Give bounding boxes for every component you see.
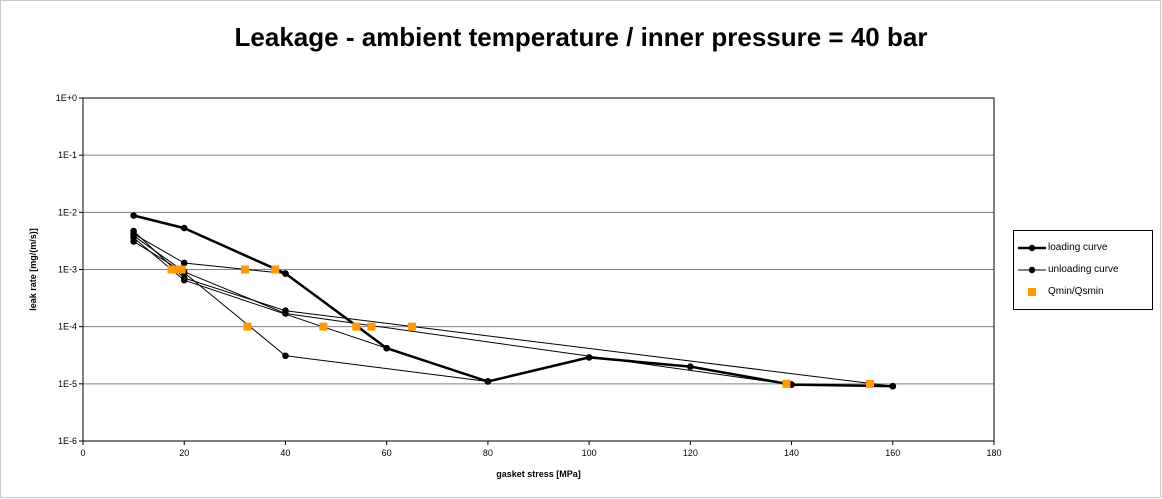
loading-curve-line <box>133 214 893 388</box>
y-tick-label: 1E-5 <box>58 379 77 389</box>
x-axis-title: gasket stress [MPa] <box>496 469 581 479</box>
axes: 1E-6 1E-5 1E-4 1E-3 1E-2 1E-1 1E+0 0 20 40 60 80 100… <box>56 93 1002 458</box>
loading-curve-point <box>484 378 492 385</box>
x-tick-label: 20 <box>179 448 189 458</box>
legend-swatch-unloading <box>1018 266 1046 274</box>
legend-label-qmin: Qmin/Qsmin <box>1048 286 1104 297</box>
legend: loading curve unloading curve Qmin/Qsmin <box>1013 230 1153 310</box>
qmin-point <box>243 322 252 331</box>
qmin-point <box>319 322 328 331</box>
legend-label-loading: loading curve <box>1048 242 1108 253</box>
legend-item-qmin: Qmin/Qsmin <box>1014 285 1154 299</box>
unloading-curve-line <box>133 240 488 382</box>
loading-curve-point <box>282 270 289 277</box>
qmin-point <box>352 322 361 331</box>
x-tick-label: 160 <box>885 448 900 458</box>
x-tick-label: 180 <box>986 448 1001 458</box>
qmin-point <box>271 265 280 274</box>
chart-title: Leakage - ambient temperature / inner pr… <box>234 22 928 52</box>
y-tick-label: 1E-1 <box>58 150 77 160</box>
grid-lines <box>83 154 994 385</box>
unloading-curve-line <box>133 235 792 386</box>
loading-curve-point <box>130 212 137 219</box>
series-layer <box>130 212 897 390</box>
qmin-point <box>866 379 875 388</box>
y-tick-label: 1E-6 <box>58 436 77 446</box>
legend-label-unloading: unloading curve <box>1048 264 1119 275</box>
qmin-point <box>172 265 181 274</box>
loading-curve-point <box>889 382 897 390</box>
x-tick-label: 140 <box>784 448 799 458</box>
legend-item-unloading: unloading curve <box>1014 263 1154 277</box>
loading-curve-point <box>383 344 390 352</box>
qmin-point <box>782 379 791 388</box>
unloading-curve-point <box>180 276 188 284</box>
y-axis-title: leak rate [mg/(m/s)] <box>28 228 38 311</box>
y-tick-label: 1E-4 <box>58 322 77 332</box>
x-tick-label: 100 <box>582 448 597 458</box>
qmin-point <box>407 322 416 331</box>
loading-curve-point <box>687 363 694 370</box>
unloading-curve-point <box>282 310 289 317</box>
x-tick-label: 60 <box>382 448 392 458</box>
loading-curve-point <box>585 354 593 361</box>
x-tick-label: 0 <box>80 448 85 458</box>
y-tick-label: 1E-3 <box>58 265 77 275</box>
qmin-point <box>167 265 176 274</box>
unloading-curve-point <box>282 352 289 360</box>
qmin-point <box>240 265 249 274</box>
legend-swatch-qmin <box>1028 288 1036 296</box>
loading-curve-point <box>180 224 188 232</box>
unloading-curve-line <box>133 230 893 387</box>
x-tick-label: 80 <box>483 448 493 458</box>
y-tick-label: 1E-2 <box>58 207 77 217</box>
qmin-point <box>367 322 376 331</box>
legend-item-loading: loading curve <box>1014 241 1154 255</box>
legend-swatch-loading <box>1018 244 1046 252</box>
y-tick-label: 1E+0 <box>56 93 77 103</box>
x-tick-label: 40 <box>280 448 290 458</box>
unloading-curve-point <box>180 259 188 267</box>
x-tick-label: 120 <box>683 448 698 458</box>
unloading-curve-line <box>133 237 387 349</box>
unloading-curve-point <box>130 230 137 238</box>
qmin-point <box>177 265 186 274</box>
